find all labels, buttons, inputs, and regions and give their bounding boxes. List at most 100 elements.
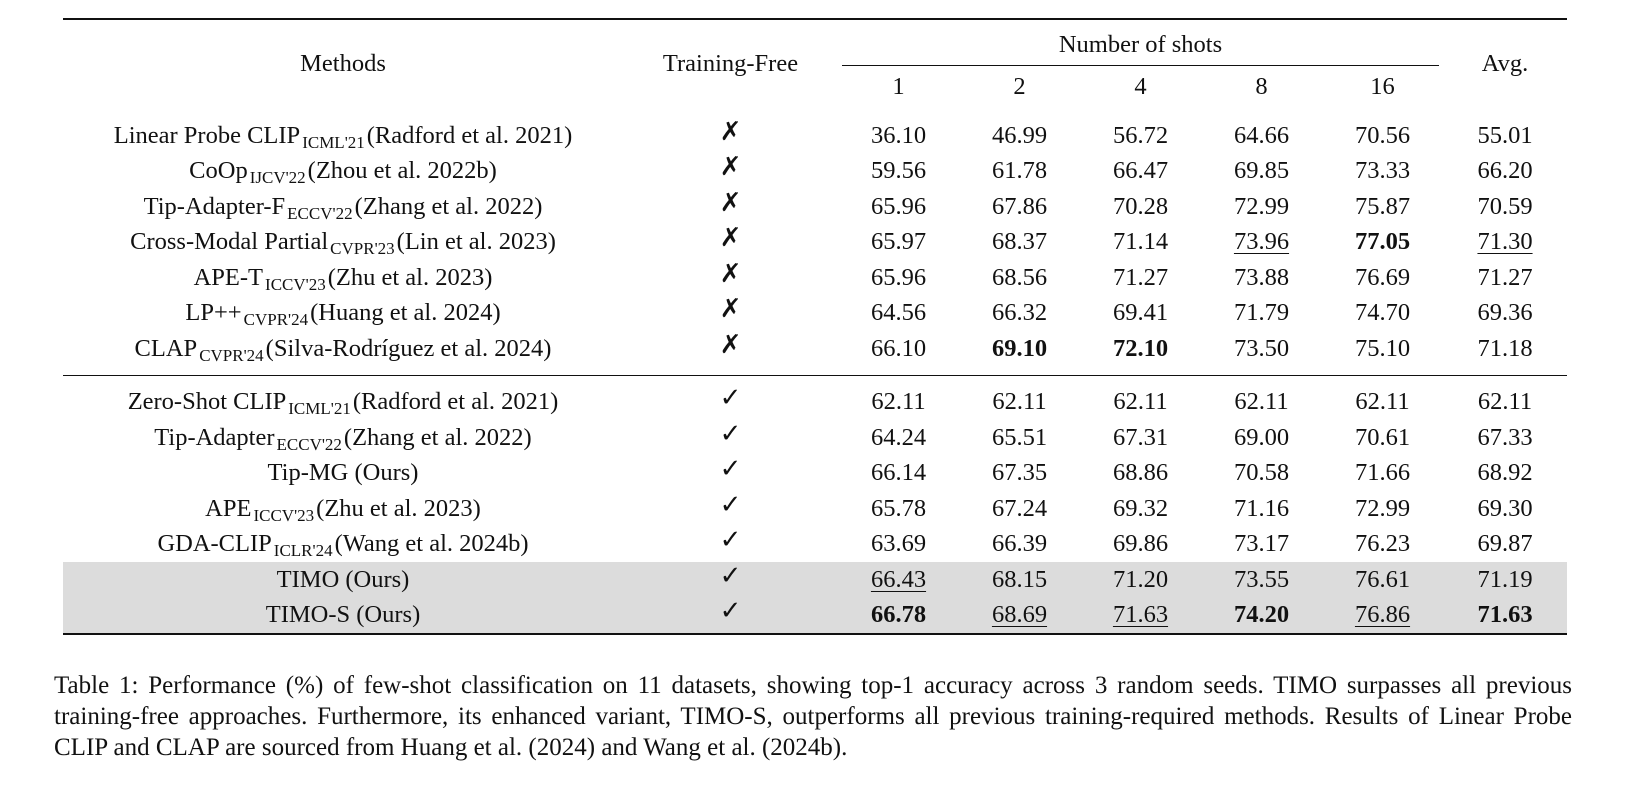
checkmark-icon: ✓	[719, 454, 742, 484]
method-name: CLAP	[134, 334, 198, 362]
avg-value: 71.19	[1477, 565, 1533, 593]
method-cell: CLAP CVPR'24(Silva-Rodríguez et al. 2024)	[63, 331, 623, 375]
shot-value-cell: 75.87	[1322, 189, 1443, 225]
shot-value-cell: 67.86	[959, 189, 1080, 225]
results-table: Methods Training-Free Number of shots Av…	[63, 18, 1567, 635]
method-cell: Linear Probe CLIP ICML'21(Radford et al. …	[63, 108, 623, 154]
shot-value-cell: 62.11	[1201, 375, 1322, 420]
results-body: Linear Probe CLIP ICML'21(Radford et al. …	[63, 108, 1567, 634]
method-name: Tip-MG (Ours)	[267, 459, 419, 486]
training-free-cell: ✓	[623, 562, 838, 598]
shot-value-cell: 77.05	[1322, 225, 1443, 261]
method-name: Tip-Adapter	[154, 423, 275, 451]
shot-value-cell: 71.16	[1201, 491, 1322, 527]
shot-value: 70.28	[1112, 192, 1169, 220]
shot-value-cell: 64.56	[838, 296, 959, 332]
shot-value: 71.63	[1112, 601, 1169, 628]
shot-value: 73.55	[1233, 565, 1290, 593]
cross-mark-icon: ✗	[719, 152, 742, 182]
training-free-cell: ✗	[623, 331, 838, 375]
method-name: LP++	[185, 299, 242, 326]
table-row: GDA-CLIP ICLR'24(Wang et al. 2024b) ✓ 63.69…	[63, 527, 1567, 563]
training-free-cell: ✓	[623, 597, 838, 634]
shot-value-cell: 62.11	[959, 375, 1080, 420]
method-venue: ICLR'24	[273, 541, 333, 560]
shot-value: 73.17	[1233, 530, 1290, 557]
table-row: Tip-Adapter-F ECCV'22(Zhang et al. 2022) ✗…	[63, 189, 1567, 225]
method-cell: Zero-Shot CLIP ICML'21(Radford et al. 202…	[63, 375, 623, 420]
header-shot-8: 8	[1255, 72, 1268, 100]
training-free-cell: ✓	[623, 491, 838, 527]
shot-value: 73.50	[1233, 334, 1290, 362]
table-row: Cross-Modal Partial CVPR'23(Lin et al. 20…	[63, 225, 1567, 261]
shot-value: 72.99	[1233, 192, 1290, 220]
shot-value: 69.86	[1112, 530, 1169, 557]
avg-value: 71.27	[1477, 263, 1533, 291]
method-name: Cross-Modal Partial	[130, 228, 329, 255]
shot-value: 73.88	[1233, 263, 1290, 291]
training-free-cell: ✗	[623, 108, 838, 154]
method-name: GDA-CLIP	[157, 530, 272, 557]
method-citation: (Wang et al. 2024b)	[334, 530, 529, 557]
checkmark-icon: ✓	[719, 560, 742, 591]
shot-value: 64.56	[870, 299, 927, 326]
header-methods: Methods	[300, 49, 386, 77]
avg-value: 66.20	[1477, 157, 1533, 184]
method-name: CoOp	[189, 157, 248, 184]
table-row: TIMO-S (Ours) ✓ 66.78 68.69 71.63 74.20 76.86 7…	[63, 597, 1567, 634]
shot-value-cell: 70.28	[1080, 189, 1201, 225]
shot-value-cell: 76.23	[1322, 527, 1443, 563]
method-cell: TIMO (Ours)	[63, 562, 623, 598]
method-venue: ICCV'23	[253, 505, 315, 525]
shot-value-cell: 69.85	[1201, 154, 1322, 190]
shot-value-cell: 71.63	[1080, 597, 1201, 634]
shot-value-cell: 65.97	[838, 225, 959, 261]
method-name: TIMO-S (Ours)	[265, 601, 421, 628]
header-number-of-shots: Number of shots	[838, 19, 1443, 66]
method-name: Linear Probe CLIP	[113, 121, 301, 149]
shot-value-cell: 46.99	[959, 108, 1080, 154]
shot-value-cell: 71.27	[1080, 260, 1201, 296]
shot-value-cell: 63.69	[838, 527, 959, 563]
training-free-cell: ✓	[623, 375, 838, 420]
shot-value-cell: 66.14	[838, 456, 959, 492]
shot-value: 62.11	[992, 388, 1047, 415]
shot-value: 66.14	[870, 459, 927, 486]
method-name: Zero-Shot CLIP	[127, 388, 287, 415]
cross-mark-icon: ✗	[719, 329, 742, 360]
avg-value-cell: 66.20	[1443, 154, 1567, 190]
shot-value: 68.37	[991, 228, 1048, 255]
avg-value-cell: 69.36	[1443, 296, 1567, 332]
shot-value: 65.96	[870, 263, 927, 291]
avg-value-cell: 70.59	[1443, 189, 1567, 225]
shot-value-cell: 65.96	[838, 189, 959, 225]
method-citation: (Zhang et al. 2022)	[354, 192, 543, 220]
shot-value: 69.32	[1112, 494, 1169, 522]
method-cell: Tip-Adapter-F ECCV'22(Zhang et al. 2022)	[63, 189, 623, 225]
shot-value: 64.24	[870, 423, 927, 451]
avg-value: 69.30	[1477, 494, 1533, 522]
shot-value: 70.58	[1233, 459, 1290, 486]
shot-value-cell: 66.10	[838, 331, 959, 375]
table-caption: Table 1: Performance (%) of few-shot cla…	[54, 672, 1572, 761]
shot-value: 71.27	[1112, 263, 1169, 291]
method-citation: (Zhu et al. 2023)	[316, 494, 481, 522]
shot-value-cell: 66.78	[838, 597, 959, 634]
shot-value: 56.72	[1112, 121, 1169, 149]
shot-value: 63.69	[870, 530, 927, 557]
avg-value-cell: 69.87	[1443, 527, 1567, 563]
method-cell: LP++ CVPR'24(Huang et al. 2024)	[63, 296, 623, 332]
shot-value-cell: 65.78	[838, 491, 959, 527]
table-row: TIMO (Ours) ✓ 66.43 68.15 71.20 73.55 76.61 71.…	[63, 562, 1567, 598]
shot-value-cell: 62.11	[838, 375, 959, 420]
method-venue: ICML'21	[288, 399, 351, 418]
shot-value-cell: 68.37	[959, 225, 1080, 261]
shot-value-cell: 68.15	[959, 562, 1080, 598]
cross-mark-icon: ✗	[719, 258, 742, 289]
method-name: APE	[205, 494, 252, 522]
header-training-free: Training-Free	[662, 49, 799, 77]
checkmark-icon: ✓	[719, 418, 742, 449]
avg-value-cell: 69.30	[1443, 491, 1567, 527]
shot-value: 36.10	[870, 121, 927, 149]
header-shot-1: 1	[892, 72, 905, 100]
